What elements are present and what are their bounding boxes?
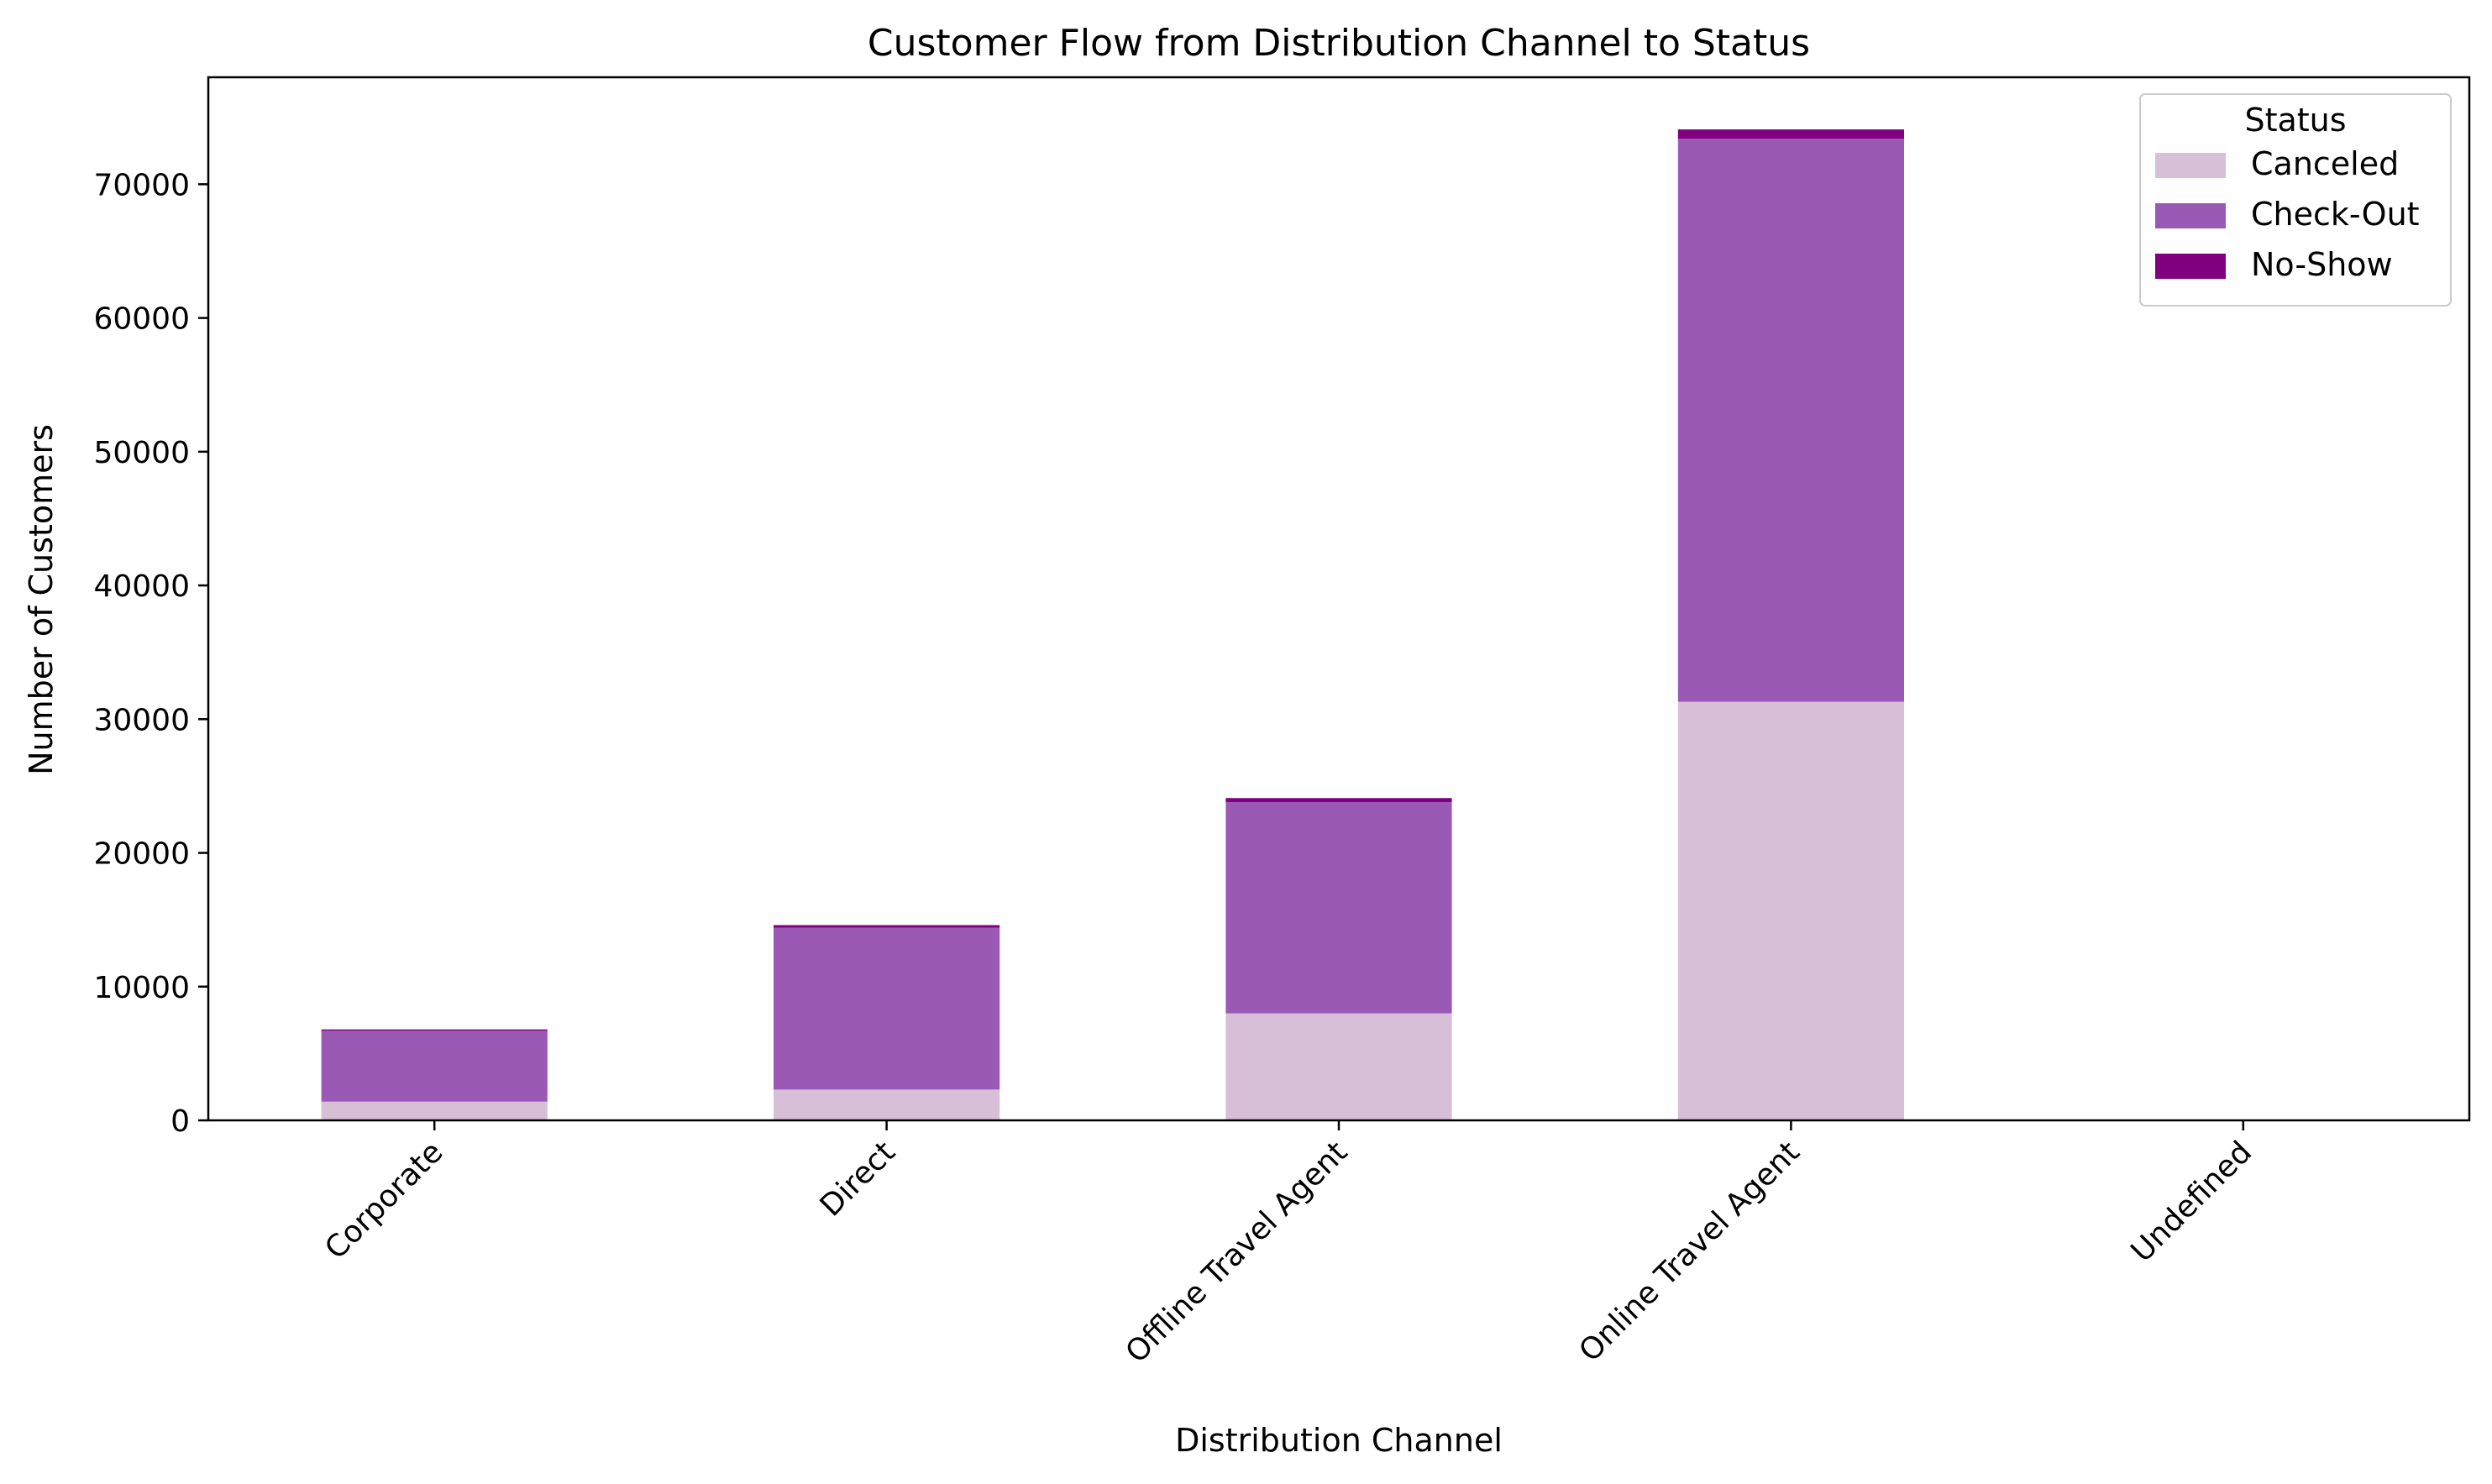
legend-label: Check-Out	[2251, 196, 2420, 233]
bar-check-out-online-travel-agent	[1677, 139, 1904, 702]
y-tick-label: 10000	[93, 971, 190, 1005]
bar-canceled-offline-travel-agent	[1225, 1013, 1452, 1120]
legend-swatch	[2155, 254, 2226, 279]
legend-swatch	[2155, 203, 2226, 228]
bar-check-out-offline-travel-agent	[1225, 802, 1452, 1014]
bar-canceled-online-travel-agent	[1677, 701, 1904, 1120]
bar-check-out-corporate	[321, 1030, 548, 1102]
bars-layer	[321, 129, 1904, 1120]
legend-label: Canceled	[2251, 145, 2399, 182]
bar-no-show-online-travel-agent	[1677, 129, 1904, 139]
bar-no-show-offline-travel-agent	[1225, 798, 1452, 803]
x-axis-label: Distribution Channel	[1175, 1422, 1503, 1459]
bar-no-show-direct	[774, 925, 1000, 928]
y-tick-label: 30000	[93, 703, 190, 737]
y-tick-label: 50000	[93, 436, 190, 470]
bar-no-show-corporate	[321, 1029, 548, 1031]
legend: Status Canceled Check-Out No-Show	[2139, 93, 2452, 307]
y-tick-label: 70000	[93, 168, 190, 202]
y-tick-label: 0	[171, 1104, 190, 1139]
y-tick-label: 60000	[93, 302, 190, 337]
y-tick-label: 20000	[93, 837, 190, 872]
y-tick-label: 40000	[93, 569, 190, 604]
chart-title: Customer Flow from Distribution Channel …	[868, 22, 1810, 65]
legend-label: No-Show	[2251, 246, 2393, 283]
legend-box	[2139, 93, 2452, 307]
y-axis-label: Number of Customers	[23, 424, 60, 775]
bar-canceled-corporate	[321, 1101, 548, 1120]
bar-check-out-direct	[774, 927, 1000, 1090]
bar-canceled-direct	[774, 1089, 1000, 1120]
legend-swatch	[2155, 153, 2226, 178]
legend-title: Status	[2244, 102, 2346, 139]
